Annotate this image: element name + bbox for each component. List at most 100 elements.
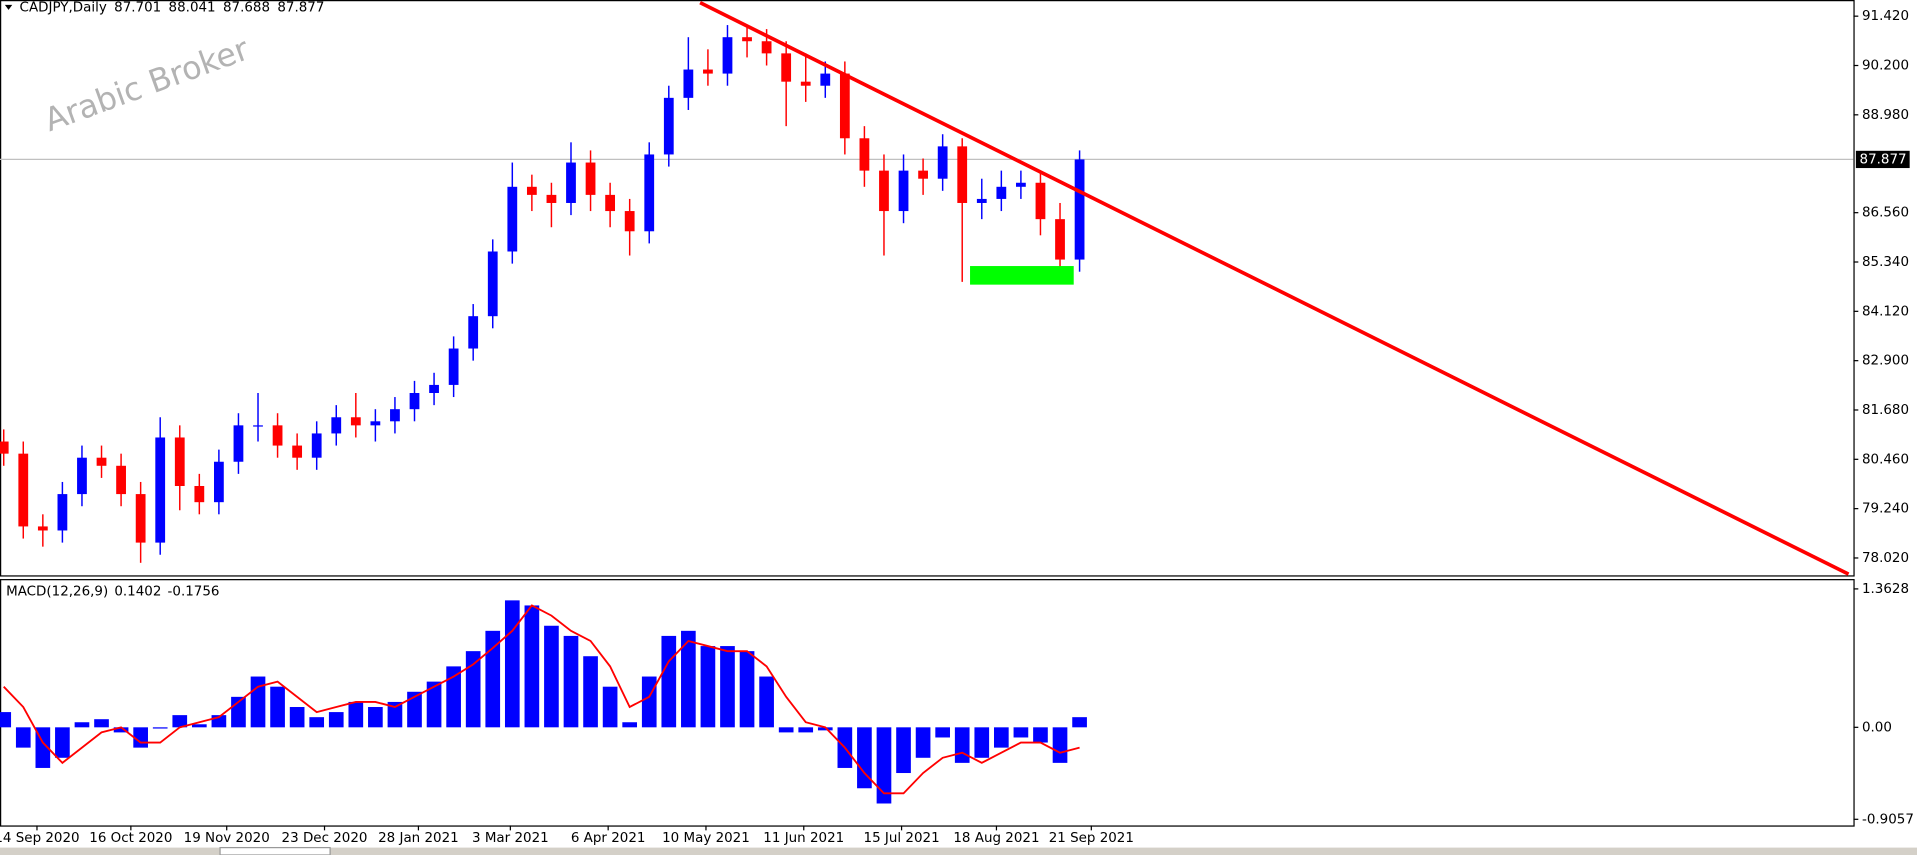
y-tick-label: 81.680 — [1862, 402, 1909, 418]
x-tick-label: 16 Oct 2020 — [89, 830, 172, 846]
y-tick-label: 86.560 — [1862, 205, 1909, 221]
candle-body — [390, 409, 400, 422]
candle-body — [742, 37, 752, 42]
macd-bar — [602, 686, 618, 728]
macd-bar — [465, 651, 481, 728]
candle-body — [507, 186, 518, 252]
macd-bar — [1013, 727, 1029, 738]
menu-arrow[interactable] — [4, 4, 13, 10]
x-tick-label: 6 Apr 2021 — [571, 830, 646, 846]
candle-body — [272, 425, 283, 446]
y-tick-label: 1.3628 — [1862, 581, 1909, 597]
candle-body — [976, 198, 987, 203]
x-tick-label: 11 Jun 2021 — [763, 830, 844, 846]
macd-bar — [250, 676, 266, 728]
y-tick-label: 78.020 — [1862, 550, 1909, 566]
candle-body — [1035, 182, 1046, 220]
macd-bar — [407, 691, 422, 728]
macd-bar — [55, 727, 70, 758]
macd-bar — [583, 656, 598, 728]
candle-body — [155, 437, 166, 543]
y-tick-label: 79.240 — [1862, 501, 1909, 517]
macd-panel — [0, 579, 1855, 827]
macd-bar — [641, 676, 657, 728]
macd-bar — [348, 701, 364, 728]
candle-body — [331, 417, 342, 434]
y-tick-label: 88.980 — [1862, 107, 1909, 123]
close-price: 87.877 — [277, 0, 324, 15]
y-tick-label: 85.340 — [1862, 254, 1909, 270]
macd-bar — [1052, 727, 1068, 763]
candle-body — [37, 526, 48, 531]
y-tick-label: 91.420 — [1862, 8, 1909, 24]
candle-body — [174, 437, 185, 487]
candle-body — [800, 81, 811, 86]
macd-bar — [504, 600, 520, 728]
trend-line — [699, 0, 1850, 576]
macd-bar — [172, 715, 188, 728]
signal-value: -0.1756 — [168, 583, 220, 599]
candle-body — [526, 186, 537, 195]
macd-value: 0.1402 — [114, 583, 161, 599]
candle-body — [116, 465, 126, 495]
macd-bar — [446, 666, 461, 728]
x-tick-label: 19 Nov 2020 — [184, 830, 270, 846]
macd-bar — [94, 719, 109, 728]
x-tick-label: 18 Aug 2021 — [953, 830, 1039, 846]
candle-body — [135, 494, 146, 543]
macd-bar — [152, 727, 168, 729]
tab-strip — [0, 847, 1917, 855]
macd-bar — [622, 722, 638, 728]
candle-body — [663, 97, 674, 155]
candle-body — [996, 186, 1007, 199]
candle-body — [839, 73, 850, 139]
candle-body — [879, 170, 889, 212]
candle-body — [722, 37, 733, 74]
last-price-label: 87.877 — [1860, 151, 1907, 167]
macd-bar — [191, 724, 207, 728]
candle-body — [1074, 159, 1085, 260]
candle-body — [761, 41, 772, 54]
candle-body — [1016, 182, 1026, 187]
y-tick-label: 84.120 — [1862, 303, 1909, 319]
macd-bar — [798, 727, 814, 733]
macd-bar — [994, 727, 1009, 748]
candle-body — [624, 211, 635, 232]
tab[interactable] — [219, 846, 331, 855]
x-tick-label: 3 Mar 2021 — [472, 830, 549, 846]
macd-bar — [544, 625, 559, 728]
macd-bar — [935, 727, 950, 738]
y-tick-label: 80.460 — [1862, 451, 1909, 467]
macd-header: MACD(12,26,9) 0.1402 -0.1756 — [6, 583, 219, 599]
candle-body — [213, 461, 224, 503]
candle-body — [683, 69, 694, 98]
macd-bar — [1072, 717, 1087, 728]
y-tick-label: 90.200 — [1862, 57, 1909, 73]
candle-body — [370, 421, 381, 426]
macd-bar — [661, 635, 677, 728]
candle-body — [937, 146, 948, 179]
macd-bar — [485, 630, 501, 728]
candle-body — [292, 445, 303, 458]
open-price: 87.701 — [114, 0, 161, 15]
candle-body — [957, 146, 968, 203]
price-panel — [0, 0, 1855, 577]
signal-line — [3, 604, 1080, 795]
candle-body — [57, 494, 68, 531]
macd-bar — [700, 646, 716, 728]
macd-bar — [368, 707, 383, 728]
macd-bar — [778, 727, 794, 733]
candle-body — [18, 453, 29, 527]
macd-bar — [954, 727, 970, 763]
candle-body — [820, 73, 831, 86]
macd-bar — [524, 605, 540, 728]
symbol: CADJPY,Daily — [20, 0, 107, 15]
macd-bar — [817, 727, 833, 731]
candle-body — [311, 433, 322, 458]
low-price: 87.688 — [223, 0, 270, 15]
macd-bar — [915, 727, 931, 758]
candle-body — [468, 316, 479, 349]
candle-body — [566, 162, 576, 203]
last-price-tag — [1855, 150, 1910, 169]
macd-bar — [974, 727, 990, 758]
